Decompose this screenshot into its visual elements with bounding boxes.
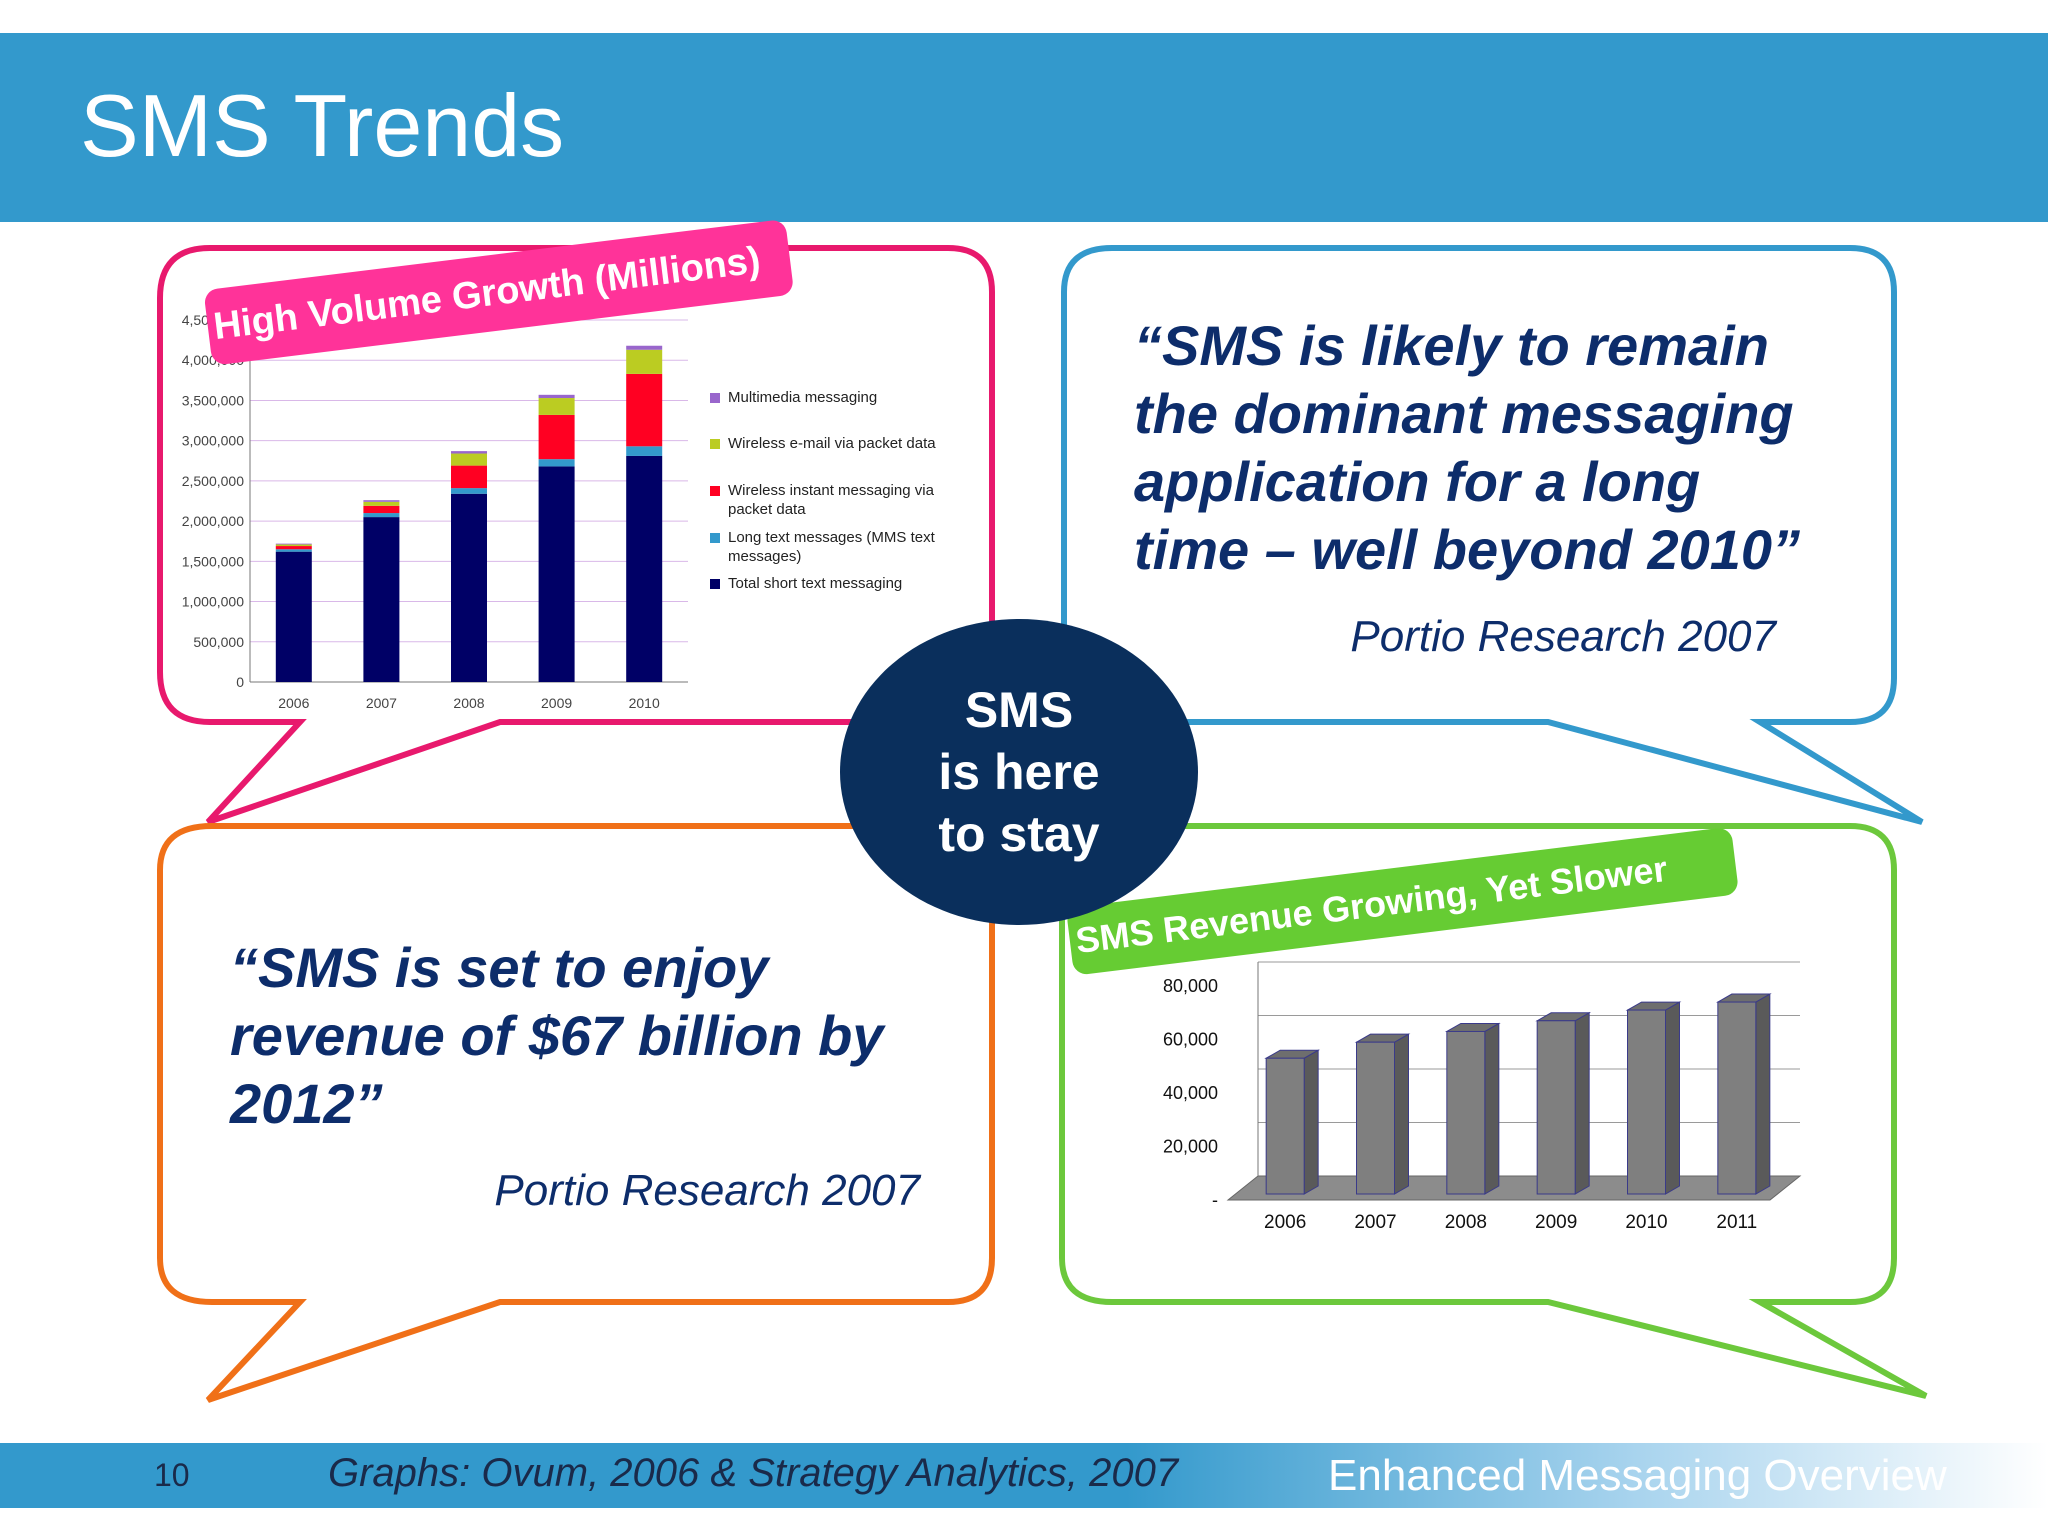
bar-segment [538,398,575,415]
x-tick-label: 2010 [1625,1212,1667,1233]
x-tick-label: 2009 [541,695,572,711]
quote-line: “SMS is likely to remain [1134,314,1769,377]
volume-growth-chart: 0 500,000 1,000,000 1,500,000 2,000,000 2,500… [182,312,688,711]
y-tick-label: 0 [236,674,244,690]
y-tick-label: 2,000,000 [182,513,244,529]
footer-bar: 10 Graphs: Ovum, 2006 & Strategy Analyti… [0,1443,2048,1508]
bar-segment [451,451,487,454]
quote-line: revenue of $67 billion by [230,1004,884,1067]
legend-item: Total short text messaging [710,574,968,593]
revenue-chart: - 20,000 40,000 60,000 80,000 2006 2007 2008 200… [1163,961,1802,1233]
bar-segment [363,505,400,514]
x-tick-label: 2010 [629,695,660,711]
legend-swatch [710,486,720,496]
y-tick-label: 3,000,000 [182,433,244,449]
page-number: 10 [154,1457,190,1493]
bar-segment [451,465,487,489]
bar [1717,1001,1757,1195]
bar-segment [451,493,487,682]
quote-source: Portio Research 2007 [1350,612,1776,661]
x-tick-label: 2007 [366,695,397,711]
bar [1446,1030,1486,1195]
bar-segment [538,459,575,467]
center-line: is here [938,744,1100,800]
quote-source: Portio Research 2007 [494,1166,920,1215]
slide-title: SMS Trends [80,76,565,175]
center-message: SMS is here to stay [840,619,1198,925]
bar-segment [363,513,400,518]
quote-line: the dominant messaging [1134,382,1794,445]
bar-segment [275,544,312,547]
center-line: to stay [938,806,1100,862]
bar-side [1574,1011,1590,1195]
legend-item: Long text messages (MMS text messages) [710,528,968,566]
bar-segment [451,453,487,466]
quote-line: time – well beyond 2010” [1134,518,1801,581]
y-tick-label: 1,000,000 [182,594,244,610]
bar-segment [626,373,663,447]
bar-side [1303,1049,1319,1195]
y-tick-label: - [1212,1190,1218,1210]
x-tick-label: 2006 [1264,1212,1306,1233]
bar-segment [451,488,487,494]
legend-swatch [710,579,720,589]
legend-item: Wireless e-mail via packet data [710,434,968,453]
legend-item: Multimedia messaging [710,388,968,407]
y-tick-label: 1,500,000 [182,553,244,569]
y-tick-label: 2,500,000 [182,473,244,489]
y-tick-label: 40,000 [1163,1083,1218,1103]
quote-line: “SMS is set to enjoy [230,936,769,999]
legend-swatch [710,533,720,543]
center-line: SMS [964,682,1074,738]
legend-label: Multimedia messaging [728,389,878,406]
bar-side [1755,993,1771,1195]
bar [1536,1020,1576,1195]
y-tick-label: 60,000 [1163,1030,1218,1050]
bubble-top-right [1061,245,1924,825]
bar-segment [275,551,312,682]
legend-swatch [710,393,720,403]
graph-credit: Graphs: Ovum, 2006 & Strategy Analytics,… [328,1451,1179,1495]
title-bar: SMS Trends [0,33,2048,222]
bar [1356,1041,1395,1195]
bar-segment [538,414,575,460]
bar-segment [275,546,312,550]
bar-segment [538,394,575,399]
bar-segment [626,345,663,350]
legend-label: Wireless e-mail via packet data [728,435,936,452]
bar [1627,1009,1666,1195]
bar-segment [538,466,575,682]
legend-label: Wireless instant messaging via packet da… [728,482,934,518]
bar-side [1394,1033,1409,1195]
y-tick-label: 500,000 [193,634,244,650]
quote-line: application for a long [1134,450,1701,513]
legend-label: Long text messages (MMS text messages) [728,529,935,565]
x-tick-label: 2008 [1445,1212,1487,1233]
bar-segment [363,500,400,502]
bar-side [1665,1001,1680,1195]
bar-side [1484,1022,1500,1195]
bar [1265,1057,1305,1195]
x-tick-label: 2008 [453,695,484,711]
y-tick-label: 20,000 [1163,1137,1218,1157]
y-tick-label: 80,000 [1163,976,1218,996]
bar-segment [363,501,400,506]
y-tick-label: 3,500,000 [182,392,244,408]
legend-item: Wireless instant messaging via packet da… [710,481,968,519]
x-tick-label: 2006 [278,695,309,711]
x-tick-label: 2011 [1716,1212,1757,1233]
bar-segment [363,517,400,682]
legend-swatch [710,439,720,449]
deck-title: Enhanced Messaging Overview [1328,1451,1947,1500]
x-tick-label: 2009 [1535,1212,1577,1233]
x-tick-label: 2007 [1354,1212,1396,1233]
bar-segment [275,549,312,552]
bar-segment [626,349,663,374]
legend-label: Total short text messaging [728,575,903,592]
bar-segment [275,543,312,545]
quote-line: 2012” [230,1072,383,1135]
bar-segment [626,455,663,682]
bar-segment [626,446,663,456]
